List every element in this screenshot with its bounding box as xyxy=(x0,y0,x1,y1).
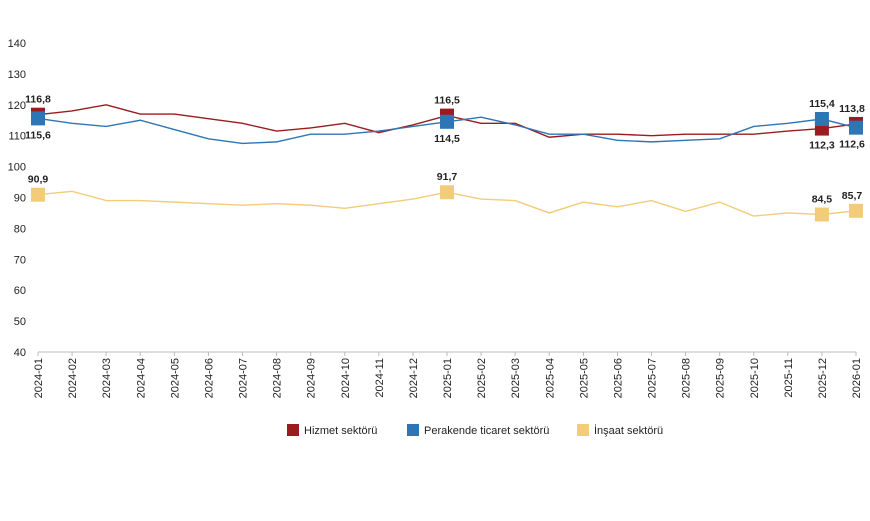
value-label: 113,8 xyxy=(839,103,865,115)
value-label: 112,6 xyxy=(839,139,865,151)
x-tick-label: 2025-02 xyxy=(476,358,488,398)
x-tick-label: 2024-03 xyxy=(101,358,113,398)
marker xyxy=(849,203,863,218)
value-label: 115,6 xyxy=(25,129,51,141)
legend-label: Hizmet sektörü xyxy=(304,425,377,437)
x-tick-label: 2025-07 xyxy=(647,358,659,398)
value-label: 114,5 xyxy=(434,133,460,145)
y-tick-label: 140 xyxy=(8,38,26,50)
x-tick-label: 2024-05 xyxy=(169,358,181,398)
legend-label: İnşaat sektörü xyxy=(594,424,663,437)
legend-swatch xyxy=(407,424,419,436)
x-tick-label: 2025-03 xyxy=(510,358,522,398)
y-tick-label: 110 xyxy=(8,131,26,143)
y-tick-label: 60 xyxy=(14,285,26,297)
x-tick-label: 2025-11 xyxy=(783,358,795,398)
x-tick-label: 2025-04 xyxy=(544,358,556,398)
value-label: 116,5 xyxy=(434,95,460,107)
marker xyxy=(440,114,454,129)
y-tick-label: 40 xyxy=(14,347,26,359)
x-tick-label: 2025-01 xyxy=(442,358,454,398)
x-tick-label: 2025-06 xyxy=(612,358,624,398)
x-tick-label: 2024-10 xyxy=(340,358,352,398)
y-tick-label: 50 xyxy=(14,316,26,328)
x-tick-label: 2025-08 xyxy=(681,358,693,398)
value-label: 85,7 xyxy=(842,190,863,202)
y-tick-label: 90 xyxy=(14,193,26,205)
y-tick-label: 100 xyxy=(8,162,26,174)
x-tick-label: 2024-11 xyxy=(374,358,386,398)
x-tick-label: 2025-10 xyxy=(749,358,761,398)
x-tick-label: 2024-12 xyxy=(408,358,420,398)
x-tick-label: 2026-01 xyxy=(851,358,863,398)
x-tick-label: 2025-12 xyxy=(817,358,829,398)
marker xyxy=(31,187,45,202)
marker xyxy=(440,185,454,200)
x-tick-label: 2024-07 xyxy=(238,358,250,398)
y-tick-label: 130 xyxy=(8,69,26,81)
value-label: 90,9 xyxy=(28,174,49,186)
x-tick-label: 2024-04 xyxy=(135,358,147,398)
x-tick-label: 2024-08 xyxy=(272,358,284,398)
marker xyxy=(814,112,829,127)
x-tick-label: 2024-09 xyxy=(306,358,318,398)
marker xyxy=(814,207,829,222)
x-tick-label: 2024-06 xyxy=(203,358,215,398)
y-tick-label: 80 xyxy=(14,223,26,235)
value-label: 115,4 xyxy=(809,98,835,110)
marker xyxy=(31,111,45,126)
value-label: 116,8 xyxy=(25,94,51,106)
marker xyxy=(849,120,863,135)
y-tick-label: 70 xyxy=(14,254,26,266)
legend-swatch xyxy=(287,424,299,436)
x-tick-label: 2024-01 xyxy=(33,358,45,398)
x-tick-label: 2025-05 xyxy=(578,358,590,398)
value-label: 112,3 xyxy=(809,140,835,152)
x-tick-label: 2025-09 xyxy=(715,358,727,398)
legend-swatch xyxy=(577,424,589,436)
x-tick-label: 2024-02 xyxy=(67,358,79,398)
value-label: 84,5 xyxy=(812,193,833,205)
y-tick-label: 120 xyxy=(8,100,26,112)
value-label: 91,7 xyxy=(437,171,458,183)
legend-label: Perakende ticaret sektörü xyxy=(424,425,549,437)
